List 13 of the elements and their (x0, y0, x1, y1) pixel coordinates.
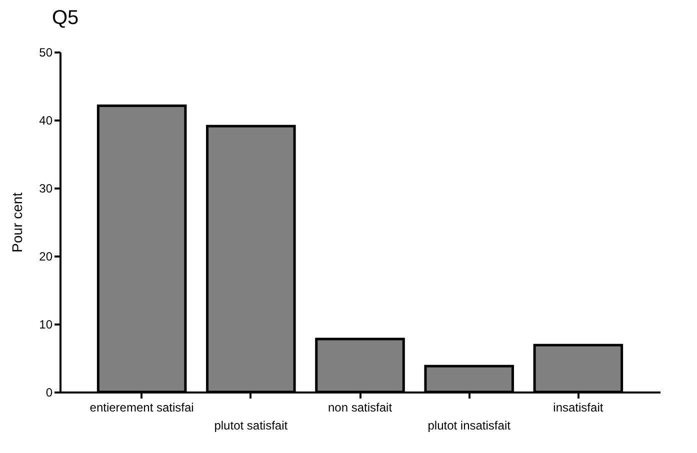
x-tick-label: plutot satisfait (214, 418, 288, 432)
x-tick-label: insatisfait (553, 400, 604, 414)
y-tick-label: 40 (39, 114, 53, 128)
chart-title: Q5 (52, 7, 79, 29)
y-tick-label: 20 (39, 250, 53, 264)
x-tick-label: entierement satisfai (90, 400, 194, 414)
x-tick-label: non satisfait (328, 400, 393, 414)
y-tick-label: 50 (39, 46, 53, 60)
y-tick-label: 30 (39, 182, 53, 196)
y-tick-label: 0 (46, 386, 53, 400)
y-axis-title: Pour cent (9, 192, 26, 252)
x-tick-label: plutot insatisfait (428, 418, 512, 432)
y-tick-label: 10 (39, 318, 53, 332)
